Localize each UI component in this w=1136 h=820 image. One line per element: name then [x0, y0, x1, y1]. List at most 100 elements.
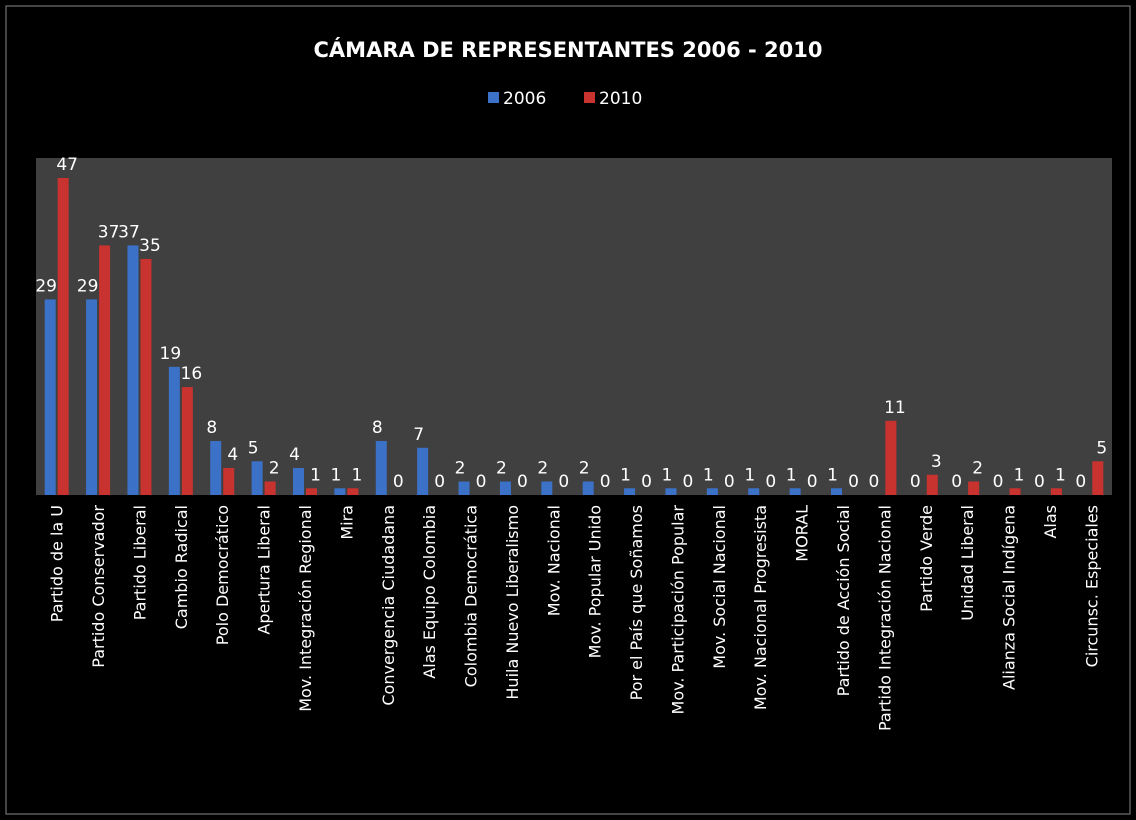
data-label: 0: [848, 472, 859, 492]
x-tick-label: Partido Liberal: [130, 505, 149, 620]
x-tick-label: Polo Democrático: [213, 505, 232, 645]
bar: [140, 258, 152, 495]
data-label: 1: [662, 465, 673, 485]
bar: [831, 488, 842, 495]
data-label: 16: [181, 364, 203, 384]
data-label: 0: [476, 472, 487, 492]
x-tick-label: Colombia Democrática: [462, 505, 481, 687]
data-label: 37: [98, 222, 120, 242]
data-label: 5: [248, 438, 259, 458]
x-tick-label: Mov. Nacional: [544, 505, 563, 616]
data-label: 0: [1034, 472, 1045, 492]
legend-swatch: [584, 92, 595, 103]
data-label: 37: [118, 222, 140, 242]
x-tick-label: Unidad Liberal: [958, 505, 977, 621]
data-label: 1: [330, 465, 341, 485]
bar: [86, 299, 98, 495]
data-label: 1: [744, 465, 755, 485]
data-label: 47: [56, 155, 78, 175]
bar: [375, 441, 387, 495]
bar: [624, 488, 636, 495]
bar: [334, 488, 346, 495]
data-label: 0: [807, 472, 818, 492]
data-label: 1: [703, 465, 714, 485]
bar: [968, 481, 980, 495]
data-label: 8: [372, 418, 383, 438]
x-tick-label: Mov. Nacional Progresista: [751, 505, 770, 710]
data-label: 1: [827, 465, 838, 485]
data-label: 29: [35, 276, 57, 296]
data-label: 29: [77, 276, 99, 296]
x-tick-label: Por el País que Soñamos: [627, 505, 646, 700]
bar: [499, 481, 511, 495]
bar: [926, 474, 938, 495]
bar: [168, 366, 180, 495]
data-label: 0: [641, 472, 652, 492]
data-label: 1: [1014, 465, 1025, 485]
bar: [706, 488, 718, 495]
legend-label: 2006: [503, 89, 546, 109]
bar: [44, 299, 56, 495]
x-tick-label: Huila Nuevo Liberalismo: [503, 505, 522, 700]
x-tick-label: Alianza Social Indígena: [1000, 505, 1019, 690]
bar: [127, 245, 139, 495]
bar: [210, 441, 222, 495]
bar: [251, 461, 263, 495]
bar: [665, 488, 677, 495]
bar: [1009, 488, 1021, 495]
data-label: 1: [620, 465, 631, 485]
data-label: 0: [393, 472, 404, 492]
x-tick-label: Mov. Integración Regional: [296, 505, 315, 712]
bar: [99, 245, 111, 495]
bar: [223, 468, 235, 495]
bar: [789, 488, 801, 495]
data-label: 4: [289, 445, 300, 465]
legend-label: 2010: [599, 89, 642, 109]
legend-swatch: [488, 92, 499, 103]
data-label: 0: [951, 472, 962, 492]
data-label: 2: [496, 459, 507, 479]
bar: [582, 481, 594, 495]
bar: [748, 488, 760, 495]
data-label: 1: [310, 465, 321, 485]
x-tick-label: Alas Equipo Colombia: [420, 505, 439, 679]
data-label: 2: [537, 459, 548, 479]
data-label: 0: [434, 472, 445, 492]
data-label: 0: [683, 472, 694, 492]
x-tick-label: Partido de la U: [48, 505, 67, 622]
data-label: 0: [517, 472, 528, 492]
data-label: 0: [600, 472, 611, 492]
chart-title: CÁMARA DE REPRESENTANTES 2006 - 2010: [314, 37, 823, 62]
data-label: 8: [206, 418, 217, 438]
x-tick-label: Partido Verde: [917, 505, 936, 612]
data-label: 2: [579, 459, 590, 479]
bar: [1092, 461, 1104, 495]
data-label: 0: [1075, 472, 1086, 492]
data-label: 0: [993, 472, 1004, 492]
x-tick-label: Partido de Acción Social: [834, 505, 853, 696]
data-label: 7: [413, 425, 424, 445]
x-tick-label: Mov. Social Nacional: [710, 505, 729, 669]
bar: [57, 178, 69, 495]
x-tick-label: Cambio Radical: [172, 505, 191, 629]
data-label: 11: [884, 398, 906, 418]
data-label: 2: [269, 459, 280, 479]
bar: [458, 481, 470, 495]
data-label: 0: [558, 472, 569, 492]
bar: [417, 447, 429, 495]
bar: [541, 481, 553, 495]
x-tick-label: Convergencia Ciudadana: [379, 505, 398, 706]
data-label: 35: [139, 236, 161, 256]
x-tick-label: Mov. Participación Popular: [668, 505, 687, 715]
bar: [293, 468, 304, 495]
bar: [306, 488, 317, 495]
data-label: 0: [868, 472, 879, 492]
x-tick-label: Apertura Liberal: [255, 505, 274, 635]
data-label: 2: [455, 459, 466, 479]
data-label: 0: [765, 472, 776, 492]
data-label: 19: [160, 344, 182, 364]
data-label: 0: [910, 472, 921, 492]
bar: [181, 387, 193, 495]
